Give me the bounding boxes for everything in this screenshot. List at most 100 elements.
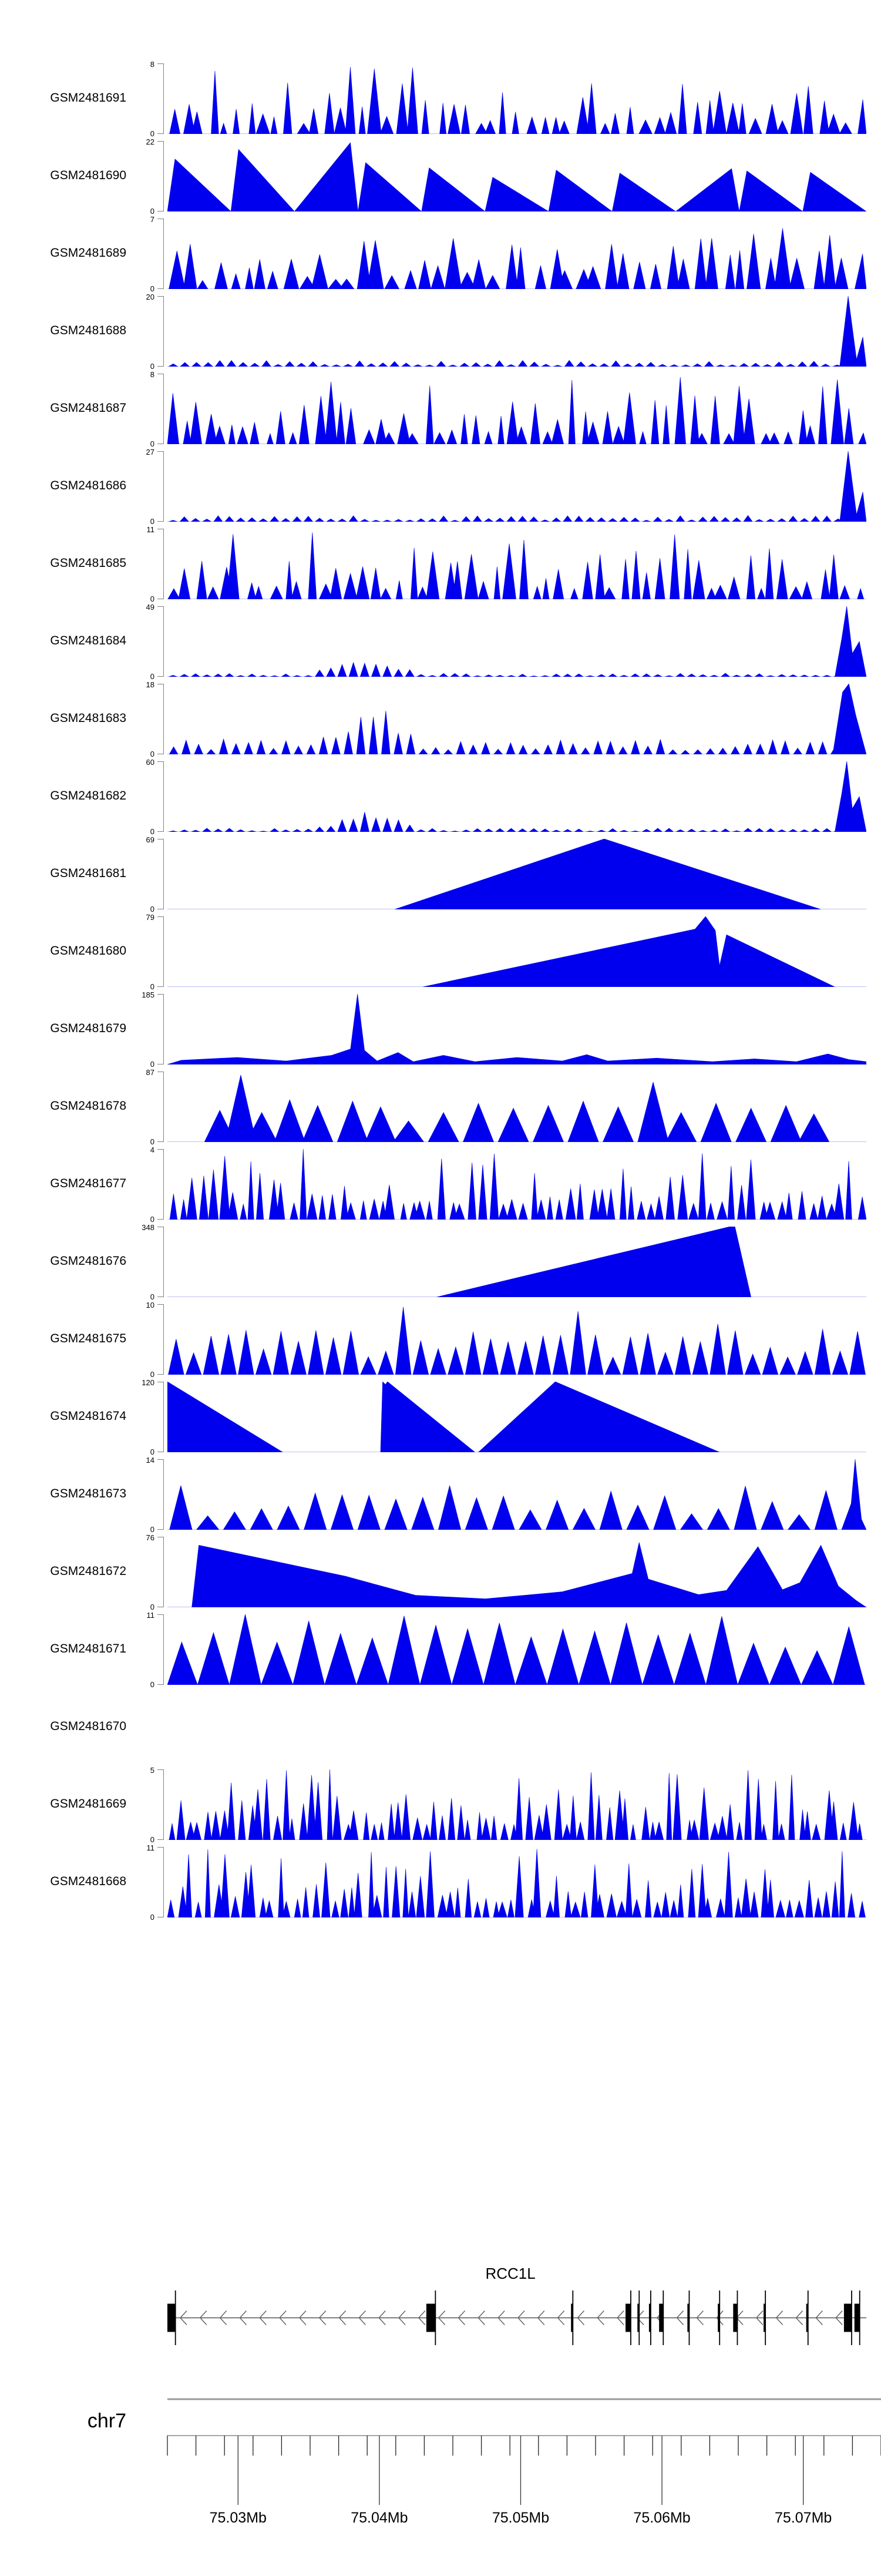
track-label-gsm2481675: GSM2481675	[50, 1332, 126, 1345]
coverage-track[interactable]: GSM2481670	[0, 1692, 881, 1762]
coverage-area[interactable]	[167, 916, 866, 987]
y-axis-tick-label: 4	[150, 1146, 154, 1154]
coverage-area[interactable]	[167, 529, 866, 599]
track-label-gsm2481677: GSM2481677	[50, 1177, 126, 1190]
coverage-track[interactable]: GSM2481682 60 0	[0, 758, 881, 836]
coverage-area[interactable]	[167, 1769, 866, 1840]
coverage-area[interactable]	[167, 296, 866, 367]
coverage-track[interactable]: GSM2481679 185 0	[0, 991, 881, 1068]
track-y-axis: 69 0	[146, 835, 167, 913]
y-axis-tick-label: 0	[150, 672, 154, 681]
coverage-track[interactable]: GSM2481689 7 0	[0, 216, 881, 293]
y-axis-tick-label: 0	[150, 982, 154, 991]
y-axis-line	[163, 1149, 164, 1220]
coverage-area[interactable]	[167, 1382, 866, 1452]
coverage-area[interactable]	[167, 1149, 866, 1220]
y-axis-tick	[157, 1839, 164, 1840]
track-label-gsm2481679: GSM2481679	[50, 1022, 126, 1035]
y-axis-line	[163, 1614, 164, 1685]
y-axis-line	[163, 451, 164, 522]
y-axis-tick	[157, 296, 164, 297]
y-axis-tick-label: 0	[150, 827, 154, 836]
y-axis-tick-label: 0	[150, 1913, 154, 1922]
coverage-area[interactable]	[167, 1227, 866, 1297]
y-axis-tick-label: 348	[142, 1223, 154, 1232]
y-axis-tick-label: 11	[146, 1611, 155, 1620]
coverage-track[interactable]: GSM2481686 27 0	[0, 448, 881, 525]
coverage-track[interactable]: GSM2481683 18 0	[0, 681, 881, 758]
coverage-track[interactable]: GSM2481685 11 0	[0, 526, 881, 603]
coverage-track[interactable]: GSM2481681 69 0	[0, 835, 881, 913]
track-label-gsm2481686: GSM2481686	[50, 479, 126, 492]
coverage-area[interactable]	[167, 1459, 866, 1530]
coverage-area[interactable]	[167, 761, 866, 832]
coverage-track[interactable]: GSM2481672 76 0	[0, 1534, 881, 1611]
y-axis-tick-label: 69	[146, 835, 154, 844]
coverage-area[interactable]	[167, 1072, 866, 1142]
coverage-area[interactable]	[167, 141, 866, 211]
track-y-axis: 11 0	[146, 1611, 167, 1688]
coverage-area[interactable]	[167, 1847, 866, 1917]
y-axis-tick-label: 0	[150, 1603, 154, 1611]
coverage-track[interactable]: GSM2481678 87 0	[0, 1069, 881, 1146]
coverage-track[interactable]: GSM2481668 11 0	[0, 1843, 881, 1921]
coverage-area[interactable]	[167, 1614, 866, 1685]
track-label-gsm2481691: GSM2481691	[50, 91, 126, 105]
coverage-track[interactable]: GSM2481673 14 0	[0, 1456, 881, 1533]
y-axis-line	[163, 1304, 164, 1375]
coverage-area[interactable]	[167, 1304, 866, 1375]
coverage-track[interactable]: GSM2481671 11 0	[0, 1611, 881, 1688]
y-axis-tick	[157, 1529, 164, 1530]
y-axis-tick	[157, 1459, 164, 1460]
y-axis-line	[163, 1459, 164, 1530]
y-axis-tick-label: 0	[150, 284, 154, 293]
coverage-track[interactable]: GSM2481688 20 0	[0, 293, 881, 370]
genome-axis-track: chr7 75.03Mb 75.04Mb 75.05Mb 75.06Mb 75.07Mb	[0, 2379, 881, 2573]
y-axis-line	[163, 1227, 164, 1297]
track-label-gsm2481690: GSM2481690	[50, 169, 126, 182]
track-label-gsm2481687: GSM2481687	[50, 401, 126, 415]
track-label-gsm2481678: GSM2481678	[50, 1099, 126, 1113]
svg-text:75.04Mb: 75.04Mb	[351, 2510, 408, 2526]
track-y-axis: 11 0	[146, 1843, 167, 1921]
coverage-track[interactable]: GSM2481680 79 0	[0, 913, 881, 991]
y-axis-tick-label: 0	[150, 1060, 154, 1069]
coverage-track[interactable]: GSM2481674 120 0	[0, 1378, 881, 1456]
coverage-area[interactable]	[167, 219, 866, 289]
track-y-axis: 20 0	[146, 293, 167, 370]
coverage-track[interactable]: GSM2481690 22 0	[0, 138, 881, 215]
coverage-track[interactable]: GSM2481675 10 0	[0, 1301, 881, 1378]
y-axis-tick	[157, 1141, 164, 1142]
coverage-area[interactable]	[167, 63, 866, 134]
y-axis-tick	[157, 916, 164, 917]
y-axis-line	[163, 839, 164, 909]
y-axis-line	[163, 1847, 164, 1917]
coverage-area[interactable]	[167, 684, 866, 754]
y-axis-line	[163, 374, 164, 444]
coverage-area[interactable]	[167, 839, 866, 909]
y-axis-tick-label: 0	[150, 1215, 154, 1224]
y-axis-tick	[157, 1149, 164, 1150]
track-label-gsm2481671: GSM2481671	[50, 1642, 126, 1655]
coverage-track[interactable]: GSM2481669 5 0	[0, 1766, 881, 1843]
coverage-track[interactable]: GSM2481691 8 0	[0, 61, 881, 137]
y-axis-tick-label: 11	[146, 1843, 155, 1852]
coverage-area[interactable]	[167, 1537, 866, 1607]
coverage-area[interactable]	[167, 374, 866, 444]
y-axis-tick-label: 120	[142, 1378, 154, 1387]
coverage-track[interactable]: GSM2481677 4 0	[0, 1146, 881, 1224]
coverage-area[interactable]	[167, 451, 866, 522]
coverage-area[interactable]	[167, 606, 866, 677]
coverage-area[interactable]	[167, 994, 866, 1064]
y-axis-tick	[157, 521, 164, 522]
y-axis-tick-label: 20	[146, 293, 154, 301]
y-axis-tick	[157, 451, 164, 452]
y-axis-tick-label: 8	[150, 370, 154, 379]
y-axis-tick	[157, 676, 164, 677]
coverage-track[interactable]: GSM2481687 8 0	[0, 370, 881, 448]
coverage-track[interactable]: GSM2481684 49 0	[0, 603, 881, 681]
coverage-track[interactable]: GSM2481676 348 0	[0, 1223, 881, 1301]
